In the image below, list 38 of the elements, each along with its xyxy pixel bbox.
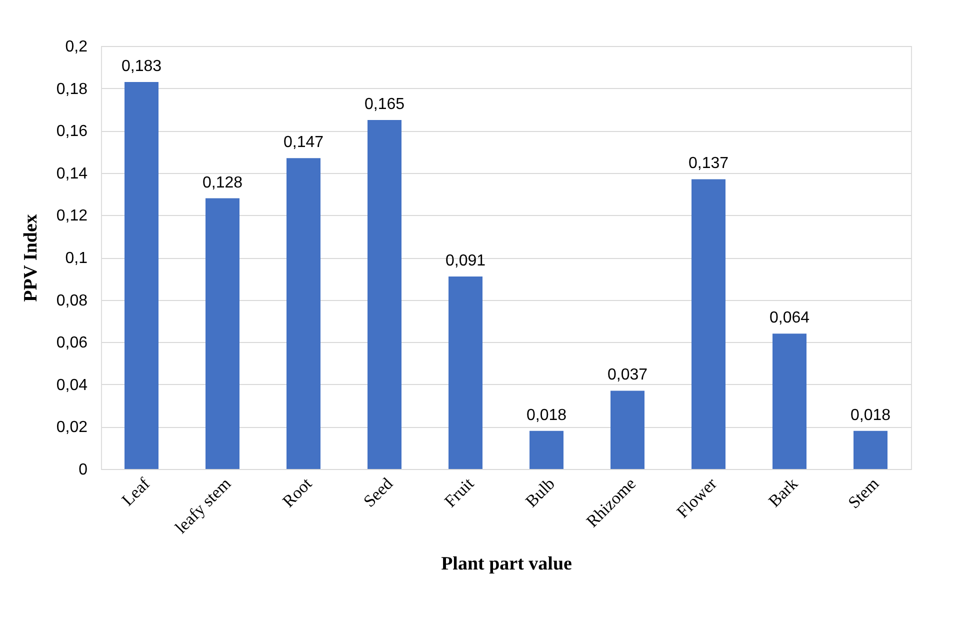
data-label: 0,165 [364,96,405,114]
y-tick-label: 0 [78,462,88,478]
bar [692,179,726,469]
y-axis-title: PPV Index [20,214,42,302]
data-label: 0,018 [850,406,891,424]
bar [206,198,240,469]
data-label: 0,091 [445,252,486,270]
y-tick-label: 0,12 [56,208,88,225]
y-tick-label: 0,18 [56,80,88,98]
data-label: 0,037 [607,366,648,384]
data-label: 0,064 [769,310,810,327]
data-label: 0,018 [526,406,567,424]
bar [124,82,158,469]
bar [368,120,402,469]
bar [286,158,320,469]
data-label: 0,137 [688,155,729,172]
x-tick-label: Bark [764,474,802,511]
bar [610,390,644,469]
bar [854,430,888,469]
y-tick-label: 0,2 [65,38,88,56]
y-tick-label: 0,16 [56,123,88,140]
x-tick-label: Bulb [522,474,559,511]
y-tick-label: 0,14 [56,165,88,182]
y-tick-label: 0,02 [56,419,88,436]
x-axis-title: Plant part value [441,554,572,575]
y-tick-label: 0,06 [56,334,88,352]
data-label: 0,128 [202,174,243,192]
x-tick-label: Root [278,474,316,511]
bar [772,334,806,469]
x-tick-label: Stem [844,474,883,512]
bar [448,276,482,469]
y-tick-label: 0,04 [56,376,88,394]
data-label: 0,147 [283,134,324,152]
bar [530,430,564,469]
x-tick-label: Fruit [440,474,478,511]
y-tick-label: 0,08 [56,292,88,310]
data-label: 0,183 [121,58,162,75]
y-tick-label: 0,1 [65,250,88,267]
